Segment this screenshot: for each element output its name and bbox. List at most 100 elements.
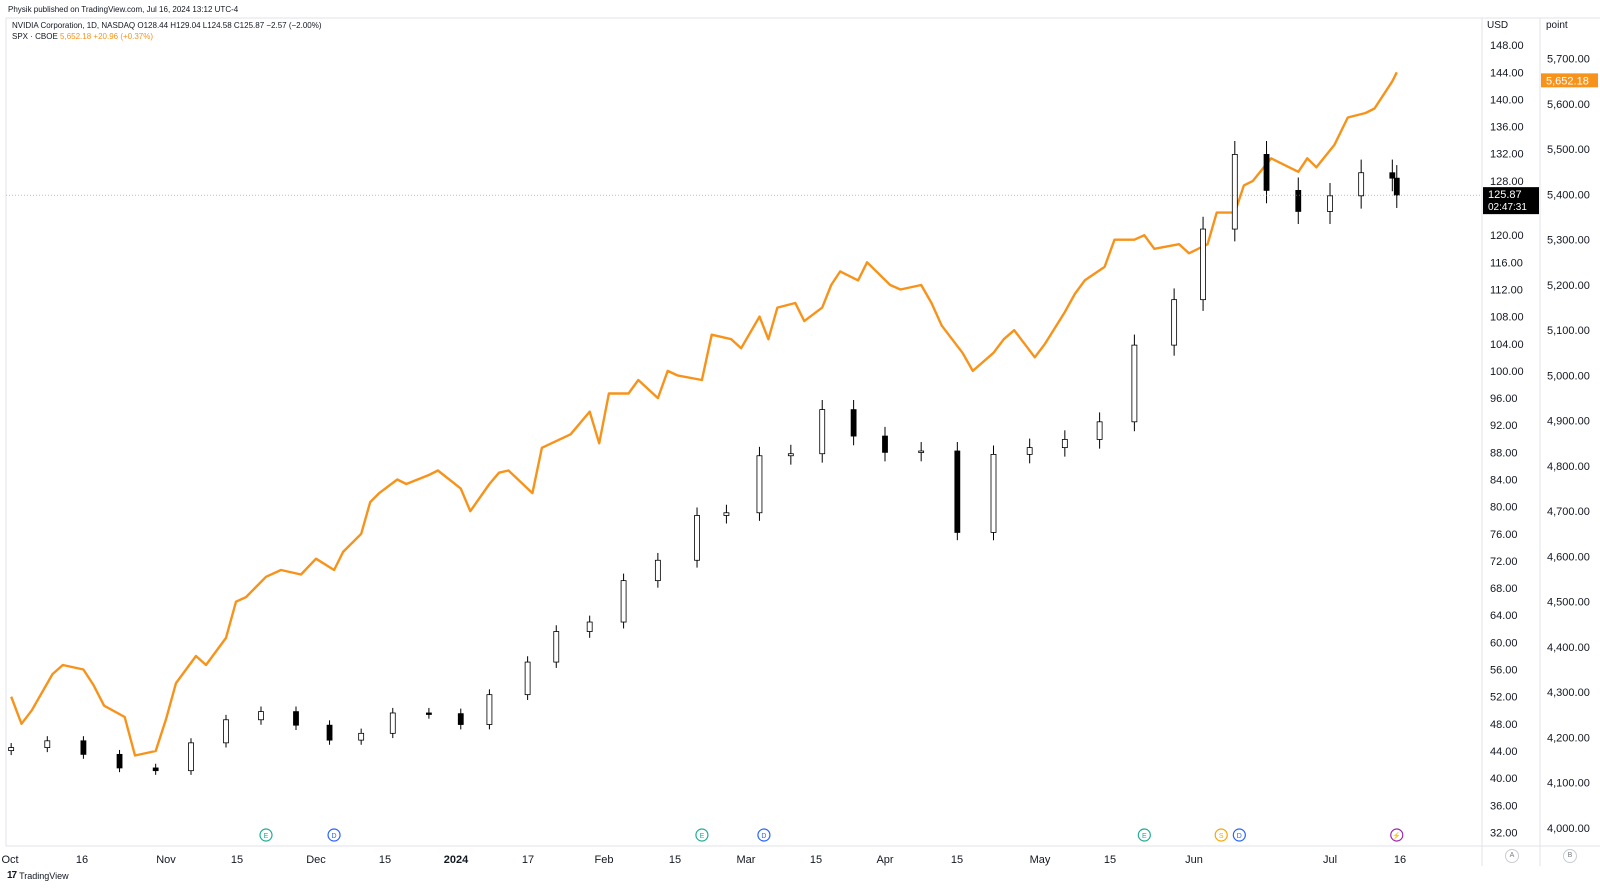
left-axis-tick: 52.00 <box>1490 692 1518 704</box>
left-axis-tick: 148.00 <box>1490 40 1524 52</box>
candle-body <box>1389 172 1396 179</box>
candle-body <box>553 631 560 663</box>
time-axis-tick: 17 <box>522 854 534 866</box>
left-axis-tick: 112.00 <box>1490 284 1523 296</box>
candle-body <box>1263 154 1270 191</box>
unit-label[interactable]: point <box>1546 20 1568 31</box>
candle-body <box>80 740 87 755</box>
time-axis-tick: Jul <box>1323 854 1337 866</box>
compare-change: +20.96 (+0.37%) <box>93 32 154 41</box>
compare-value: 5,652.18 <box>60 32 92 41</box>
right-axis-tick: 4,900.00 <box>1547 416 1590 428</box>
time-axis-tick: 15 <box>1104 854 1116 866</box>
scale-b-button[interactable]: B <box>1563 849 1577 863</box>
candle-body <box>1131 344 1138 423</box>
candle-body <box>882 435 888 453</box>
right-axis-tick: 5,700.00 <box>1547 54 1590 66</box>
candle-body <box>1231 154 1238 230</box>
candle-body <box>918 450 925 453</box>
left-axis-tick: 92.00 <box>1490 420 1518 432</box>
candle-body <box>819 409 826 455</box>
tradingview-logo[interactable]: 17 TradingView <box>7 870 69 881</box>
event-marker-label: D <box>1237 833 1242 840</box>
left-axis-tick: 100.00 <box>1490 366 1524 378</box>
event-marker-icon <box>1390 828 1404 842</box>
spx-price-tag-value: 5,652.18 <box>1546 75 1589 87</box>
candle-body <box>326 724 333 741</box>
time-axis-tick: 16 <box>76 854 88 866</box>
candle-body <box>654 559 661 582</box>
time-axis: Oct 16 Nov 15 Dec 15 2024 17 Feb 15 Mar 15 Apr 15 May 1… <box>1 854 1406 866</box>
left-axis-tick: 108.00 <box>1490 312 1524 324</box>
candle-body <box>586 621 593 632</box>
left-axis-tick: 88.00 <box>1490 447 1518 459</box>
candle-body <box>694 515 700 561</box>
left-axis-tick: 96.00 <box>1490 393 1518 405</box>
left-axis-tick: 40.00 <box>1490 773 1518 785</box>
event-marker-icon <box>1137 828 1151 842</box>
left-axis-tick: 104.00 <box>1490 339 1524 351</box>
auto-scale-button[interactable]: A <box>1505 849 1519 863</box>
event-marker-icon <box>1214 828 1228 842</box>
candle-body <box>358 732 365 741</box>
compare-series-legend[interactable]: SPX · CBOE 5,652.18 +20.96 (+0.37%) <box>12 31 322 42</box>
left-axis-tick: 72.00 <box>1490 556 1518 568</box>
candle-body <box>850 409 857 437</box>
time-axis-tick: Apr <box>876 854 893 866</box>
candle-body <box>389 712 396 734</box>
nvda-price-tag-countdown: 02:47:31 <box>1488 202 1527 213</box>
right-axis-tick: 5,200.00 <box>1547 280 1590 292</box>
left-axis-tick: 76.00 <box>1490 529 1518 541</box>
main-series-legend[interactable]: NVIDIA Corporation, 1D, NASDAQ O128.44 H… <box>12 21 322 30</box>
candle-body <box>756 455 763 514</box>
time-axis-tick: 15 <box>810 854 822 866</box>
left-axis-tick: 56.00 <box>1490 665 1518 677</box>
time-axis-tick: Jun <box>1185 854 1203 866</box>
left-axis-tick: 80.00 <box>1490 502 1518 514</box>
event-marker-label: ⚡ <box>1392 831 1401 840</box>
candle-body <box>1096 421 1103 440</box>
spx-price-tag <box>1541 73 1598 88</box>
left-axis-tick: 116.00 <box>1490 257 1523 269</box>
right-axis-tick: 4,800.00 <box>1547 461 1590 473</box>
candle-body <box>1358 172 1365 197</box>
left-axis-tick: 64.00 <box>1490 610 1518 622</box>
time-axis-tick: 15 <box>231 854 243 866</box>
event-marker-label: D <box>332 833 337 840</box>
published-by-line: Physik published on TradingView.com, Jul… <box>8 5 239 14</box>
event-marker-label: S <box>1219 833 1224 840</box>
event-marker-label: E <box>700 833 705 840</box>
left-axis-tick: 60.00 <box>1490 637 1518 649</box>
candle-body <box>1061 439 1068 449</box>
time-axis-tick: 16 <box>1394 854 1406 866</box>
event-marker-icon <box>327 828 341 842</box>
left-axis-tick: 128.00 <box>1490 176 1524 188</box>
candle-body <box>1171 299 1178 346</box>
event-marker-label: E <box>1142 833 1147 840</box>
candle-body <box>293 711 299 726</box>
candle-body <box>1200 228 1206 301</box>
right-axis-tick: 4,200.00 <box>1547 732 1590 744</box>
candle-body <box>116 753 123 769</box>
time-axis-tick: 15 <box>951 854 963 866</box>
candle-body <box>1393 177 1400 196</box>
left-axis-tick: 44.00 <box>1490 746 1518 758</box>
spx-line <box>10 71 1398 757</box>
time-axis-tick: May <box>1030 854 1051 866</box>
tradingview-mark-icon: 17 <box>7 870 17 881</box>
candle-body <box>152 767 159 772</box>
currency-label[interactable]: USD <box>1487 20 1509 31</box>
candle-body <box>457 713 464 725</box>
time-axis-tick: 2024 <box>444 854 469 866</box>
right-axis-tick: 5,300.00 <box>1547 235 1590 247</box>
compare-symbol: SPX · CBOE <box>12 32 58 41</box>
left-axis-tick: 32.00 <box>1490 827 1518 839</box>
right-axis-tick: 4,300.00 <box>1547 687 1590 699</box>
right-price-axis: 4,000.00 4,100.00 4,200.00 4,300.00 4,400.00… <box>1547 54 1590 835</box>
time-axis-tick: 15 <box>379 854 391 866</box>
time-axis-tick: Nov <box>156 854 176 866</box>
left-axis-tick: 140.00 <box>1490 94 1524 106</box>
left-axis-tick: 84.00 <box>1490 475 1518 487</box>
